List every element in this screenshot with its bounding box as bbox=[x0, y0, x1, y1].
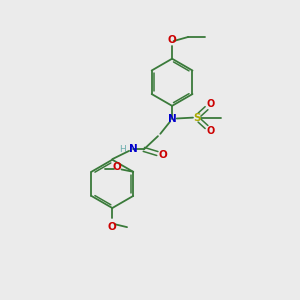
Text: N: N bbox=[129, 144, 138, 154]
Text: S: S bbox=[194, 112, 201, 123]
Text: O: O bbox=[158, 150, 167, 160]
Text: O: O bbox=[108, 222, 117, 232]
Text: H: H bbox=[119, 145, 126, 154]
Text: O: O bbox=[168, 35, 176, 45]
Text: O: O bbox=[206, 126, 215, 136]
Text: O: O bbox=[113, 162, 122, 172]
Text: N: N bbox=[168, 114, 176, 124]
Text: O: O bbox=[206, 99, 215, 109]
